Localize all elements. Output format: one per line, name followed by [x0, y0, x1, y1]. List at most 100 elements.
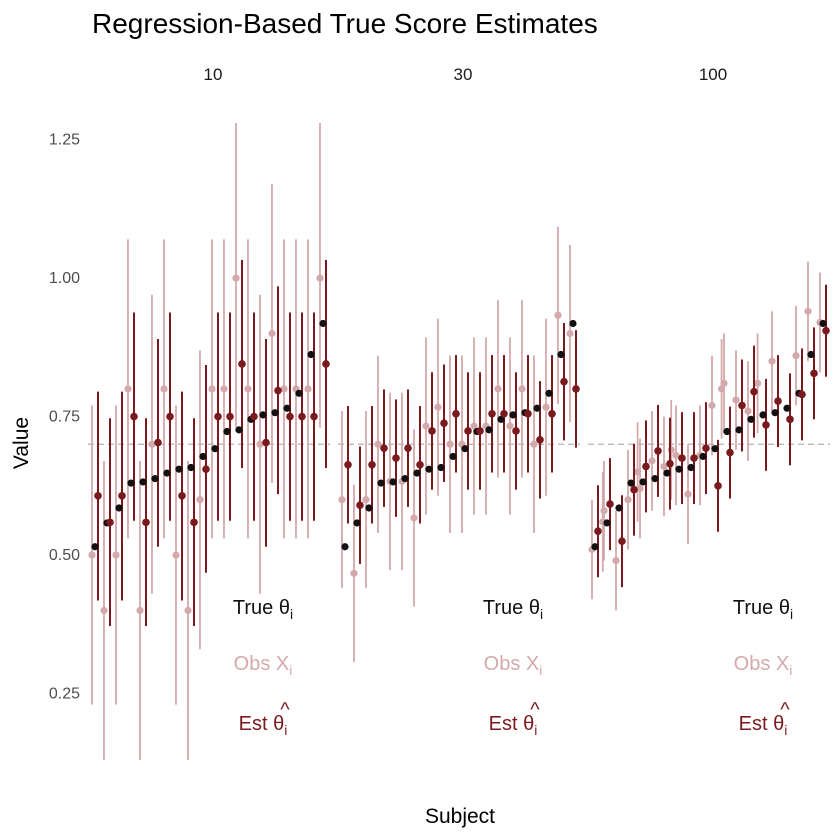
obs-point [148, 440, 156, 448]
obs-point [720, 379, 728, 387]
est-point [452, 410, 460, 418]
est-point [606, 500, 614, 508]
true-point [759, 411, 767, 419]
y-tick-label: 0.25 [49, 686, 80, 703]
true-point [91, 543, 99, 551]
obs-point [446, 440, 454, 448]
est-point [560, 377, 568, 386]
est-point [226, 412, 234, 421]
est-point [118, 491, 126, 500]
est-point [524, 410, 532, 418]
obs-point [648, 457, 656, 465]
true-point [509, 411, 517, 419]
obs-point [220, 385, 228, 393]
true-point [461, 445, 469, 453]
legend-est-hat: ^ [530, 699, 540, 721]
legend-est-label: Est θi [739, 713, 788, 738]
obs-point [244, 385, 252, 393]
obs-point [708, 401, 716, 410]
obs-point [350, 569, 358, 577]
true-point [259, 411, 267, 419]
true-point [723, 427, 731, 436]
est-point [786, 415, 794, 424]
est-point [594, 527, 602, 536]
obs-point [232, 274, 240, 282]
est-point [654, 447, 662, 455]
true-point [283, 404, 291, 412]
obs-point [660, 462, 668, 471]
true-point [187, 463, 195, 472]
obs-point [184, 606, 192, 615]
true-point [163, 469, 171, 477]
legend-true-label: True θi [483, 597, 543, 622]
obs-point [684, 490, 692, 498]
y-axis-title: Value [10, 417, 33, 469]
est-point [166, 412, 174, 421]
legend-true-label: True θi [733, 597, 793, 622]
obs-point [362, 496, 370, 504]
est-point [512, 427, 520, 435]
true-point [413, 469, 421, 477]
est-point [142, 518, 150, 527]
true-point [591, 543, 599, 551]
est-point [678, 454, 686, 462]
true-point [783, 404, 791, 412]
obs-point [634, 468, 642, 476]
obs-point [374, 440, 382, 448]
est-point [286, 412, 294, 421]
true-point [615, 504, 623, 512]
true-point [377, 479, 385, 487]
true-point [199, 452, 207, 461]
obs-point [667, 446, 675, 454]
y-tick-label: 1.00 [49, 270, 80, 287]
est-point [392, 454, 400, 462]
est-point [476, 427, 484, 435]
legend-obs-label: Obs Xi [234, 653, 293, 678]
obs-point [768, 357, 776, 365]
est-point [190, 518, 198, 527]
est-point [130, 412, 138, 421]
est-point [488, 410, 496, 418]
obs-point [280, 385, 288, 393]
est-point [202, 465, 210, 473]
true-point [307, 350, 315, 359]
obs-point [196, 496, 204, 504]
true-point [425, 465, 433, 473]
est-point [630, 485, 638, 494]
obs-point [88, 551, 96, 559]
obs-point [268, 329, 276, 338]
legend-est-label: Est θi [489, 713, 538, 738]
est-point [774, 397, 782, 405]
est-point [536, 436, 544, 444]
true-point [663, 469, 671, 477]
est-point [262, 438, 270, 447]
obs-point [624, 496, 632, 504]
legend-est-label: Est θi [239, 713, 288, 738]
legend-obs-label: Obs Xi [734, 653, 793, 678]
legend-obs-label: Obs Xi [484, 653, 543, 678]
obs-point [804, 307, 812, 315]
panel-10: 10 True θi Obs Xi Est θi^ [88, 65, 330, 760]
true-point [235, 426, 243, 434]
true-point [545, 389, 553, 397]
panel-label: 100 [699, 65, 727, 84]
obs-point [792, 352, 800, 360]
obs-point [434, 403, 442, 411]
panel-100: 100 True θi Obs Xi Est θi^ [588, 65, 830, 738]
y-tick-label: 0.50 [49, 547, 80, 564]
est-point [250, 412, 258, 421]
obs-point [410, 514, 418, 522]
obs-point [554, 311, 562, 319]
est-point [368, 460, 376, 469]
true-point [319, 319, 327, 328]
est-point [238, 360, 246, 368]
obs-point [470, 422, 478, 430]
est-point [310, 412, 318, 421]
true-point [223, 427, 231, 436]
est-point [344, 460, 352, 469]
true-point [127, 479, 135, 487]
panel-label: 10 [204, 65, 223, 84]
true-point [437, 463, 445, 472]
